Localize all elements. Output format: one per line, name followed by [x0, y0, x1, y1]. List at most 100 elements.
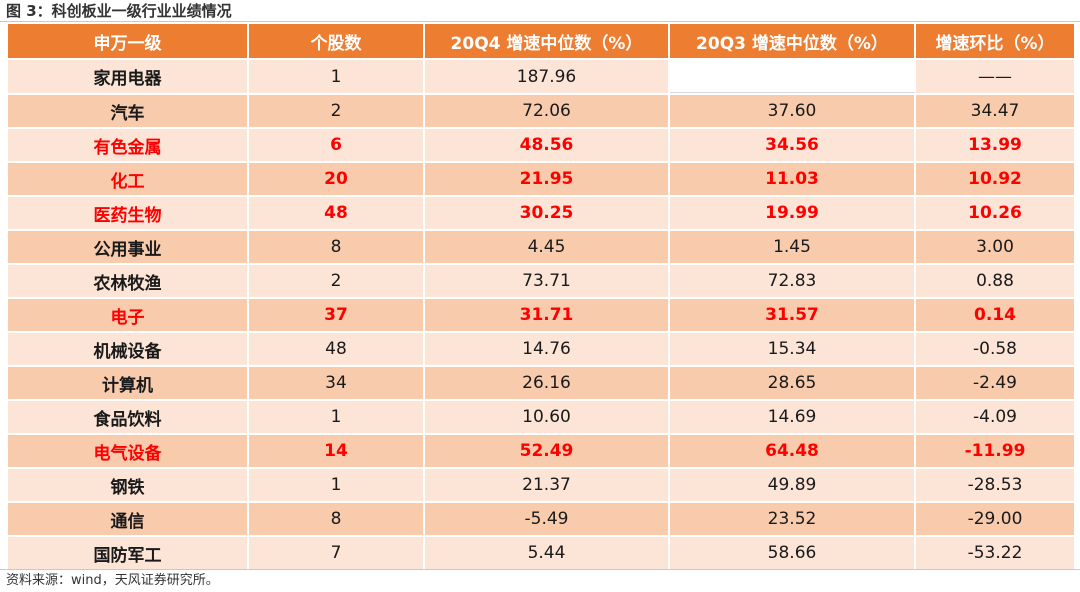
header-industry: 申万一级 — [8, 24, 249, 58]
cell-q3-growth: 11.03 — [670, 161, 916, 195]
cell-q4-growth: 48.56 — [425, 127, 670, 161]
cell-growth-change: 10.26 — [916, 195, 1074, 229]
table-row: 电子 37 31.71 31.57 0.14 — [8, 297, 1074, 331]
cell-stock-count: 1 — [249, 58, 425, 93]
cell-q4-growth: 4.45 — [425, 229, 670, 263]
cell-q4-growth: 10.60 — [425, 399, 670, 433]
cell-growth-change: -2.49 — [916, 365, 1074, 399]
cell-q3-growth: 34.56 — [670, 127, 916, 161]
header-q4-growth: 20Q4 增速中位数（%） — [425, 24, 670, 58]
top-divider — [0, 21, 1080, 22]
cell-q3-growth: 58.66 — [670, 535, 916, 569]
cell-growth-change: 0.14 — [916, 297, 1074, 331]
cell-stock-count: 14 — [249, 433, 425, 467]
cell-growth-change: 10.92 — [916, 161, 1074, 195]
header-growth-change: 增速环比（%） — [916, 24, 1074, 58]
cell-q3-growth: 37.60 — [670, 93, 916, 127]
cell-growth-change: -11.99 — [916, 433, 1074, 467]
cell-industry: 计算机 — [8, 365, 249, 399]
cell-q4-growth: 52.49 — [425, 433, 670, 467]
cell-growth-change: -29.00 — [916, 501, 1074, 535]
cell-industry: 钢铁 — [8, 467, 249, 501]
cell-stock-count: 1 — [249, 467, 425, 501]
figure-title: 图 3：科创板业一级行业业绩情况 — [6, 2, 232, 20]
cell-growth-change: 34.47 — [916, 93, 1074, 127]
cell-stock-count: 34 — [249, 365, 425, 399]
cell-growth-change: -28.53 — [916, 467, 1074, 501]
table-row: 医药生物 48 30.25 19.99 10.26 — [8, 195, 1074, 229]
cell-stock-count: 48 — [249, 331, 425, 365]
cell-q3-growth: 1.45 — [670, 229, 916, 263]
cell-industry: 电子 — [8, 297, 249, 331]
cell-industry: 家用电器 — [8, 58, 249, 93]
table-row: 电气设备 14 52.49 64.48 -11.99 — [8, 433, 1074, 467]
cell-industry: 食品饮料 — [8, 399, 249, 433]
cell-stock-count: 2 — [249, 93, 425, 127]
table-row: 钢铁 1 21.37 49.89 -28.53 — [8, 467, 1074, 501]
cell-q3-growth: 28.65 — [670, 365, 916, 399]
cell-industry: 机械设备 — [8, 331, 249, 365]
table-body: 家用电器 1 187.96 —— 汽车 2 72.06 37.60 34.47 有色金属 6 48.5… — [8, 58, 1074, 569]
cell-growth-change: 0.88 — [916, 263, 1074, 297]
cell-q3-growth: 15.34 — [670, 331, 916, 365]
cell-q4-growth: 31.71 — [425, 297, 670, 331]
cell-q3-growth: 49.89 — [670, 467, 916, 501]
cell-q3-growth: 19.99 — [670, 195, 916, 229]
industry-performance-table: 申万一级 个股数 20Q4 增速中位数（%） 20Q3 增速中位数（%） 增速环… — [8, 24, 1074, 569]
cell-growth-change: 13.99 — [916, 127, 1074, 161]
table-row: 化工 20 21.95 11.03 10.92 — [8, 161, 1074, 195]
cell-stock-count: 8 — [249, 501, 425, 535]
cell-stock-count: 6 — [249, 127, 425, 161]
table-row: 计算机 34 26.16 28.65 -2.49 — [8, 365, 1074, 399]
bottom-divider — [0, 569, 1080, 570]
cell-q4-growth: 21.95 — [425, 161, 670, 195]
table-row: 公用事业 8 4.45 1.45 3.00 — [8, 229, 1074, 263]
table-row: 农林牧渔 2 73.71 72.83 0.88 — [8, 263, 1074, 297]
cell-q4-growth: 72.06 — [425, 93, 670, 127]
cell-q3-growth: 64.48 — [670, 433, 916, 467]
cell-stock-count: 1 — [249, 399, 425, 433]
cell-q3-growth: 23.52 — [670, 501, 916, 535]
header-stock-count: 个股数 — [249, 24, 425, 58]
cell-q4-growth: 26.16 — [425, 365, 670, 399]
cell-stock-count: 2 — [249, 263, 425, 297]
cell-growth-change: 3.00 — [916, 229, 1074, 263]
table-row: 有色金属 6 48.56 34.56 13.99 — [8, 127, 1074, 161]
cell-q3-growth: 31.57 — [670, 297, 916, 331]
cell-stock-count: 37 — [249, 297, 425, 331]
cell-industry: 农林牧渔 — [8, 263, 249, 297]
cell-industry: 通信 — [8, 501, 249, 535]
cell-stock-count: 48 — [249, 195, 425, 229]
source-note: 资料来源：wind，天风证券研究所。 — [6, 573, 219, 588]
table-row: 国防军工 7 5.44 58.66 -53.22 — [8, 535, 1074, 569]
table-row: 通信 8 -5.49 23.52 -29.00 — [8, 501, 1074, 535]
cell-stock-count: 8 — [249, 229, 425, 263]
table-row: 食品饮料 1 10.60 14.69 -4.09 — [8, 399, 1074, 433]
cell-q4-growth: 21.37 — [425, 467, 670, 501]
cell-industry: 电气设备 — [8, 433, 249, 467]
cell-industry: 公用事业 — [8, 229, 249, 263]
cell-growth-change: -4.09 — [916, 399, 1074, 433]
cell-industry: 汽车 — [8, 93, 249, 127]
cell-q3-growth: 14.69 — [670, 399, 916, 433]
table-row: 家用电器 1 187.96 —— — [8, 58, 1074, 93]
cell-growth-change: —— — [916, 58, 1074, 93]
table-row: 汽车 2 72.06 37.60 34.47 — [8, 93, 1074, 127]
cell-q4-growth: 5.44 — [425, 535, 670, 569]
cell-q4-growth: 30.25 — [425, 195, 670, 229]
cell-growth-change: -53.22 — [916, 535, 1074, 569]
cell-q3-growth: 72.83 — [670, 263, 916, 297]
header-q3-growth: 20Q3 增速中位数（%） — [670, 24, 916, 58]
cell-q3-growth — [670, 58, 916, 93]
table-header-row: 申万一级 个股数 20Q4 增速中位数（%） 20Q3 增速中位数（%） 增速环… — [8, 24, 1074, 58]
cell-q4-growth: -5.49 — [425, 501, 670, 535]
cell-growth-change: -0.58 — [916, 331, 1074, 365]
cell-q4-growth: 73.71 — [425, 263, 670, 297]
cell-industry: 国防军工 — [8, 535, 249, 569]
table-row: 机械设备 48 14.76 15.34 -0.58 — [8, 331, 1074, 365]
cell-q4-growth: 187.96 — [425, 58, 670, 93]
cell-q4-growth: 14.76 — [425, 331, 670, 365]
cell-industry: 有色金属 — [8, 127, 249, 161]
cell-industry: 医药生物 — [8, 195, 249, 229]
cell-stock-count: 20 — [249, 161, 425, 195]
